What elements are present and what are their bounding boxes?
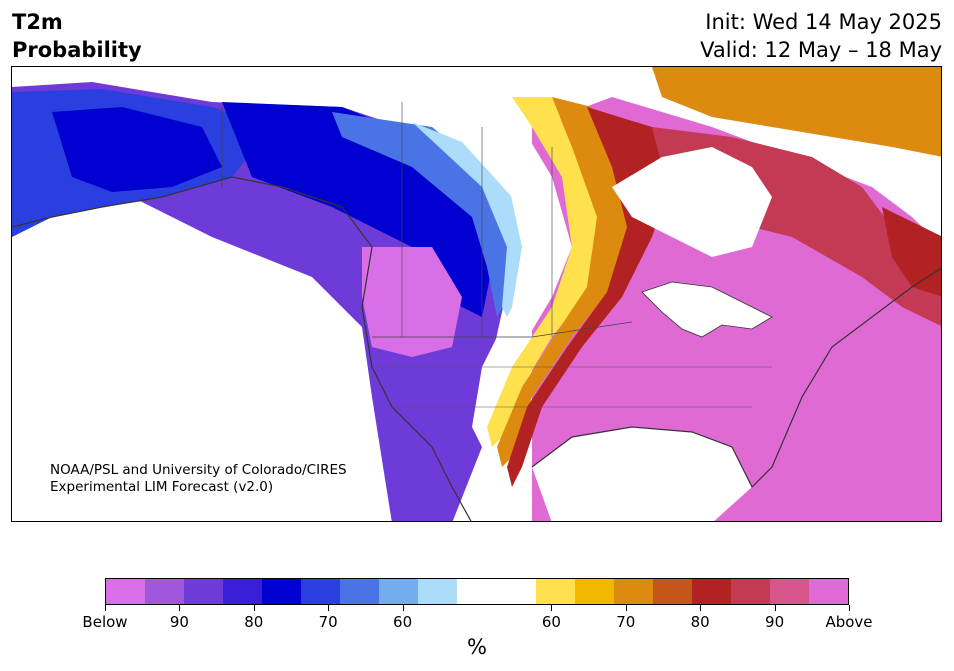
colorbar-tick [625, 605, 627, 611]
colorbar-tick-label: 90 [169, 613, 189, 631]
colorbar-segment [106, 579, 146, 604]
colorbar-segment [223, 579, 263, 604]
colorbar-segment [769, 579, 809, 604]
credit-text: NOAA/PSL and University of Colorado/CIRE… [50, 462, 347, 496]
great-lakes [641, 281, 773, 338]
colorbar-segment [574, 579, 614, 604]
colorbar-tick-label: Above [825, 613, 873, 631]
forecast-map: NOAA/PSL and University of Colorado/CIRE… [11, 66, 942, 522]
colorbar-segment [535, 579, 575, 604]
map-title: T2m Probability [12, 8, 142, 64]
colorbar-segment [652, 579, 692, 604]
credit-line-1: NOAA/PSL and University of Colorado/CIRE… [50, 462, 347, 478]
colorbar-tick-label: 80 [690, 613, 710, 631]
colorbar-segment [496, 579, 536, 604]
colorbar-tick [849, 605, 850, 611]
colorbar-segment [262, 579, 302, 604]
colorbar-tick [179, 605, 181, 611]
colorbar-tick [105, 605, 106, 611]
colorbar-segment [145, 579, 185, 604]
colorbar-tick [700, 605, 702, 611]
hudson-bay [612, 147, 772, 257]
colorbar-tick-label: 60 [541, 613, 561, 631]
colorbar-tick [402, 605, 404, 611]
colorbar-tick [328, 605, 330, 611]
credit-line-2: Experimental LIM Forecast (v2.0) [50, 479, 274, 495]
colorbar-segment [418, 579, 458, 604]
colorbar-tick-label: Below [82, 613, 128, 631]
colorbar-tick [774, 605, 776, 611]
colorbar-segment [808, 579, 848, 604]
map-canvas [12, 67, 941, 521]
colorbar-tick-label: 60 [393, 613, 413, 631]
colorbar-segment [340, 579, 380, 604]
title-variable: T2m [12, 10, 63, 34]
colorbar-segment [613, 579, 653, 604]
colorbar-unit: % [467, 635, 487, 659]
colorbar-segment [184, 579, 224, 604]
forecast-dates: Init: Wed 14 May 2025 Valid: 12 May – 18… [700, 8, 942, 64]
init-date: Init: Wed 14 May 2025 [705, 10, 942, 34]
valid-dates: Valid: 12 May – 18 May [700, 38, 942, 62]
colorbar-segment [379, 579, 419, 604]
colorbar-segment [301, 579, 341, 604]
colorbar-segment [691, 579, 731, 604]
colorbar-tick-label: 90 [765, 613, 785, 631]
title-quantity: Probability [12, 38, 142, 62]
colorbar-segment [457, 579, 497, 604]
colorbar-segment [730, 579, 770, 604]
colorbar-tick-label: 70 [318, 613, 338, 631]
colorbar-tick-label: 70 [616, 613, 636, 631]
colorbar [105, 578, 849, 605]
colorbar-tick-label: 80 [244, 613, 264, 631]
colorbar-tick [551, 605, 553, 611]
colorbar-tick [253, 605, 255, 611]
gulf-of-mexico [532, 427, 752, 521]
